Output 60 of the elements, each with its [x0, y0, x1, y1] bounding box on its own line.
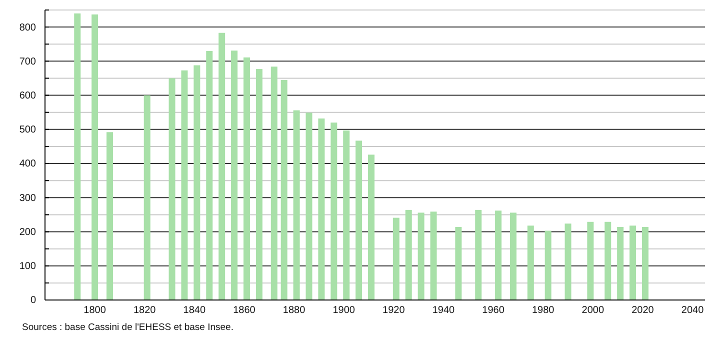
y-tick-label: 500 [19, 124, 36, 136]
bar [318, 118, 325, 300]
x-tick-label: 1880 [282, 305, 306, 316]
bar [495, 210, 502, 300]
x-tick-label: 1920 [382, 305, 406, 316]
bar [544, 230, 552, 300]
x-tick-label: 1820 [134, 305, 156, 316]
bar [356, 140, 362, 300]
bar [343, 130, 350, 300]
bar [293, 110, 300, 300]
x-tick-label: 1980 [532, 305, 555, 316]
x-tick-label: 2000 [582, 305, 604, 316]
x-tick-label: 1900 [332, 305, 356, 316]
y-tick-label: 400 [19, 158, 36, 170]
bar [74, 13, 81, 300]
y-tick-label: 800 [19, 22, 36, 34]
bar [455, 226, 462, 300]
bar [144, 95, 150, 300]
bar [194, 65, 200, 300]
bar [617, 226, 624, 300]
bar [405, 210, 412, 300]
bar [368, 154, 375, 300]
bar [330, 122, 338, 300]
y-tick-label: 700 [19, 56, 36, 68]
x-tick-label: 1860 [233, 305, 256, 316]
x-tick-label: 1840 [183, 305, 206, 316]
bar [218, 32, 226, 300]
y-tick-label: 200 [19, 226, 36, 238]
y-tick-label: 600 [19, 90, 36, 102]
bar [510, 212, 516, 300]
bar [181, 70, 188, 300]
bar [392, 218, 400, 300]
bar [92, 14, 98, 300]
x-tick-label: 2020 [632, 305, 654, 316]
bar [430, 212, 437, 300]
bar [243, 57, 250, 300]
x-tick-label: 1960 [482, 305, 505, 316]
bar [106, 132, 114, 300]
source-note: Sources : base Cassini de l'EHESS et base Insee. [22, 322, 234, 333]
bar [604, 222, 612, 300]
bar [256, 69, 262, 300]
bar [280, 80, 288, 300]
bar [231, 50, 238, 300]
bar [475, 210, 482, 300]
bar [642, 226, 648, 300]
bar [306, 112, 312, 300]
x-tick-label: 1800 [84, 305, 106, 316]
bar [587, 222, 594, 300]
bar [564, 224, 572, 300]
y-tick-label: 100 [19, 261, 36, 272]
bar [418, 212, 424, 300]
bar [527, 226, 534, 300]
y-tick-label: 300 [19, 192, 36, 204]
bar [206, 50, 213, 300]
bar [168, 78, 176, 300]
bar [270, 66, 278, 300]
x-tick-label: 2040 [681, 305, 704, 316]
bar [630, 226, 636, 300]
y-tick-label: 0 [30, 295, 36, 306]
x-tick-label: 1940 [432, 305, 456, 316]
